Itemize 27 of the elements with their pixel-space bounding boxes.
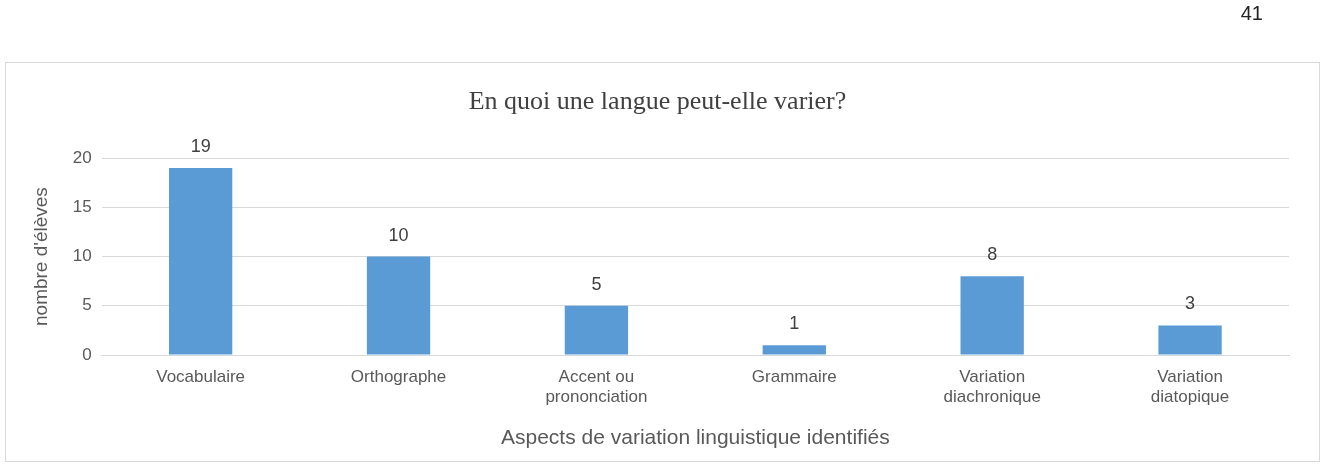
x-tick-label: Orthographe (350, 366, 447, 386)
data-label: 19 (190, 136, 211, 157)
x-tick-label: Vocabulaire (156, 366, 246, 386)
chart-title: En quoi une langue peut-elle varier? (468, 86, 847, 116)
bar (1158, 325, 1222, 355)
bar (762, 345, 826, 355)
x-tick-label: Variation diatopique (1150, 366, 1230, 407)
bar (168, 168, 233, 355)
y-tick-label: 20 (72, 147, 92, 167)
data-label: 8 (987, 244, 998, 265)
data-label: 3 (1185, 293, 1196, 314)
y-tick-label: 15 (72, 197, 92, 217)
y-tick-label: 10 (72, 246, 92, 266)
text: 41 (1240, 2, 1263, 25)
data-label: 5 (591, 273, 602, 294)
bar (564, 305, 629, 355)
x-axis-title: Aspects de variation linguistique identifiés (500, 425, 890, 449)
bar (366, 256, 431, 355)
y-tick-label: 0 (82, 344, 92, 364)
y-axis-title: nombre d'élèves (29, 187, 51, 327)
data-label: 10 (388, 224, 409, 245)
x-tick-label: Variation diachronique (943, 366, 1041, 407)
bar (960, 276, 1024, 355)
x-tick-label: Grammaire (751, 366, 837, 386)
y-tick-label: 5 (82, 295, 92, 315)
x-tick-label: Accent ou prononciation (545, 366, 648, 407)
data-label: 1 (789, 313, 800, 334)
